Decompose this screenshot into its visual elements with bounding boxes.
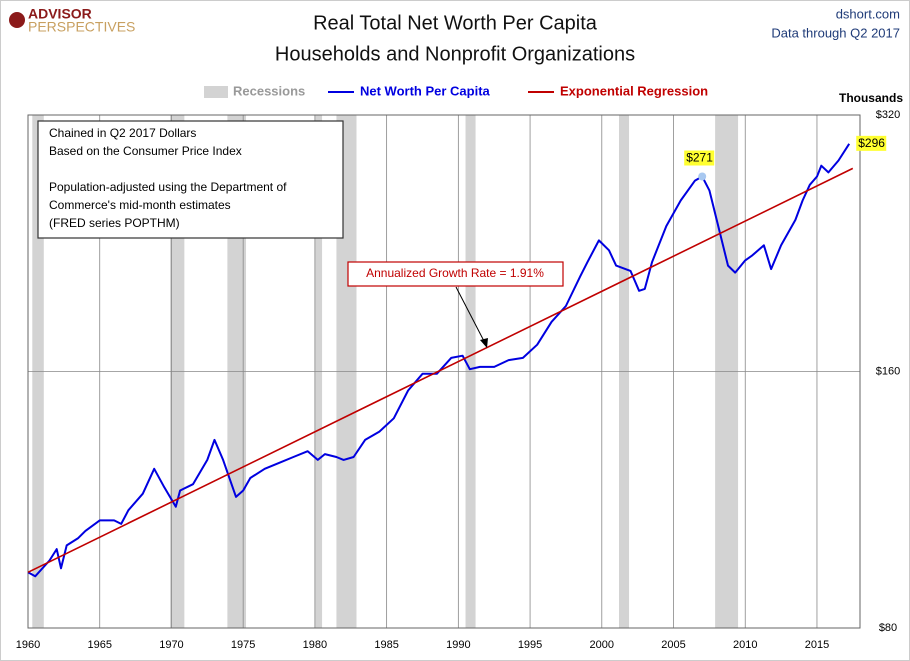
legend-label: Net Worth Per Capita [360,83,491,98]
legend-label: Exponential Regression [560,83,708,98]
series-line [27,167,854,574]
growth-annotation: Annualized Growth Rate = 1.91% [366,266,544,280]
notes-box [37,120,344,239]
series-line [27,143,851,578]
note-line: Population-adjusted using the Department… [49,180,287,194]
plot-frame [27,114,861,629]
x-tick-label: 2010 [733,639,757,651]
x-tick-label: 1990 [446,639,470,651]
y-unit-label: Thousands [839,91,903,105]
x-tick-label: 1985 [374,639,398,651]
logo-bottom: PERSPECTIVES [28,19,135,35]
point-marker [698,172,707,181]
x-tick-label: 1980 [303,639,327,651]
data-label: $271 [686,151,713,165]
note-line: Based on the Consumer Price Index [49,144,242,158]
x-tick-label: 1965 [87,639,111,651]
y-tick-label: $320 [876,109,900,121]
logo-top: ADVISOR [28,6,92,22]
chart-title: Real Total Net Worth Per Capita [313,12,598,34]
chart-subtitle: Households and Nonprofit Organizations [275,43,635,65]
x-tick-label: 1970 [159,639,183,651]
annotation-arrow [455,286,486,344]
x-tick-label: 1995 [518,639,542,651]
data-note: Data through Q2 2017 [771,25,900,40]
annotation-arrowhead [480,338,488,348]
source: dshort.com [836,6,900,21]
y-tick-label: $80 [879,622,897,634]
x-tick-label: 1975 [231,639,255,651]
x-tick-label: 2015 [805,639,829,651]
x-tick-label: 1960 [16,639,40,651]
x-tick-label: 2000 [590,639,614,651]
annotation-box [347,261,564,287]
data-label-bg [684,150,715,166]
logo-icon [9,12,25,28]
note-line: (FRED series POPTHM) [49,216,180,230]
y-tick-label: $160 [876,365,900,377]
note-line: Chained in Q2 2017 Dollars [49,126,196,140]
legend-swatch [204,86,228,98]
note-line: Commerce's mid-month estimates [49,198,231,212]
data-label-bg [856,135,887,151]
legend-label: Recessions [233,83,305,98]
x-tick-label: 2005 [661,639,685,651]
data-label: $296 [858,136,885,150]
